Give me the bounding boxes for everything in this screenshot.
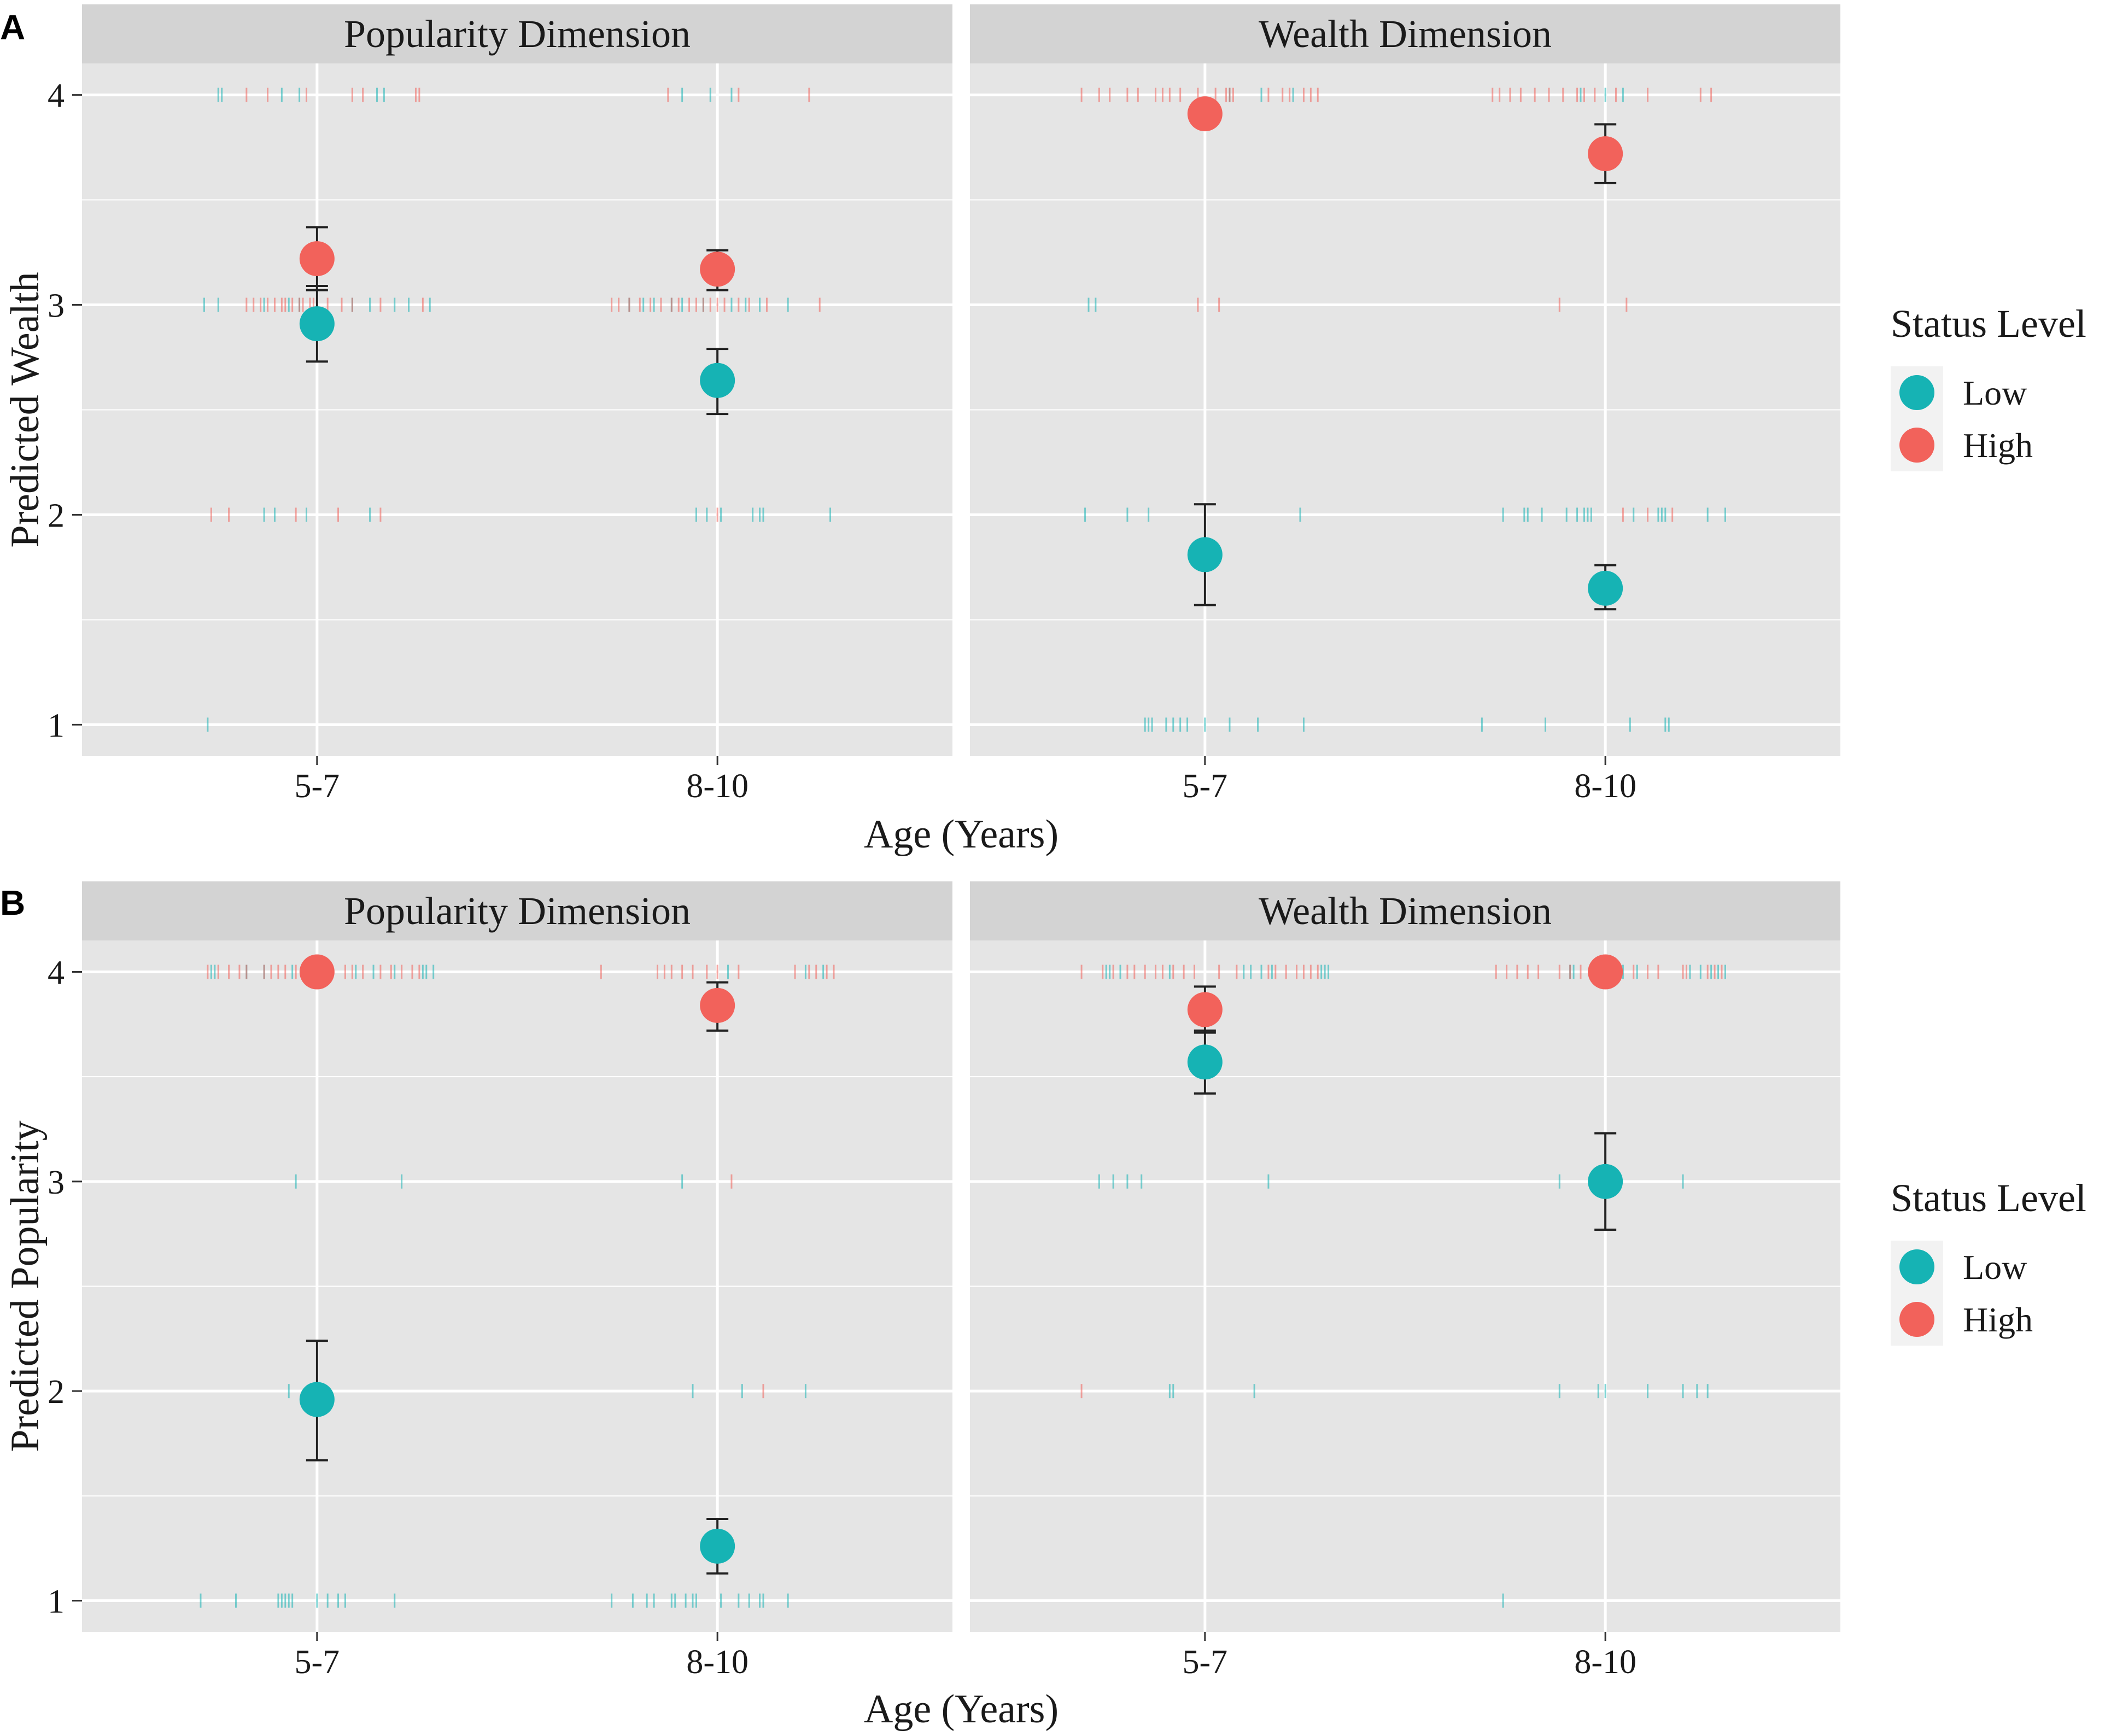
data-point-high — [700, 987, 735, 1023]
x-tick-label: 8-10 — [1574, 1644, 1636, 1681]
data-point-high — [1588, 136, 1623, 172]
chart-b-y-tick-label: 2 — [48, 1373, 65, 1411]
chart-b-facet-popularity: Popularity Dimension 5-7 8-10 — [82, 881, 952, 1681]
x-tick-label: 8-10 — [686, 768, 749, 805]
data-point-low — [1187, 537, 1223, 572]
chart-b-x-axis-title: Age (Years) — [864, 1687, 1059, 1732]
data-point-low — [700, 1528, 735, 1564]
chart-a-facet-popularity: Popularity Dimension 5-7 8-10 — [82, 4, 952, 805]
legend-title: Status Level — [1891, 1176, 2086, 1220]
chart-a-facet-wealth: Wealth Dimension 5-7 8-10 — [970, 4, 1840, 805]
legend-label-high: High — [1963, 1300, 2033, 1339]
chart-b-y-axis-title: Predicted Popularity — [3, 1120, 48, 1452]
chart-b-y-tick-label: 4 — [48, 955, 65, 992]
legend-label-low: Low — [1963, 373, 2027, 412]
legend-label-high: High — [1963, 426, 2033, 465]
chart-a-y-axis-title: Predicted Wealth — [3, 272, 48, 547]
data-point-low — [1588, 570, 1623, 606]
data-point-low — [1588, 1164, 1623, 1199]
chart-a-facet-wealth-strip — [970, 4, 1840, 63]
chart-a-y-tick-label: 4 — [48, 78, 65, 115]
chart-a-x-axis-title: Age (Years) — [864, 812, 1059, 857]
data-point-high — [1187, 992, 1223, 1027]
chart-a-panel-letter: A — [0, 8, 25, 47]
data-point-low — [700, 363, 735, 398]
data-point-low — [299, 306, 335, 342]
data-point-high — [700, 252, 735, 287]
chart-b: B Predicted Popularity 1 2 3 4 Age (Years) Popu… — [0, 881, 2086, 1732]
chart-a-legend: Status Level Low High — [1891, 302, 2086, 471]
legend-label-low: Low — [1963, 1248, 2027, 1287]
chart-a-y-tick-label: 2 — [48, 497, 65, 534]
data-point-high — [299, 241, 335, 277]
data-point-high — [1187, 96, 1223, 132]
x-tick-label: 8-10 — [1574, 768, 1636, 805]
x-tick-label: 8-10 — [686, 1644, 749, 1681]
chart-a-facet-popularity-title: Popularity Dimension — [344, 12, 691, 56]
legend-title: Status Level — [1891, 302, 2086, 346]
legend-swatch-low — [1899, 1249, 1934, 1284]
legend-swatch-low — [1899, 375, 1934, 410]
chart-b-y-tick-label: 3 — [48, 1164, 65, 1201]
chart-b-facet-wealth: Wealth Dimension 5-7 8-10 — [970, 881, 1840, 1681]
chart-a-y-tick-label: 3 — [48, 288, 65, 325]
x-tick-label: 5-7 — [295, 768, 340, 805]
chart-b-legend: Status Level Low High — [1891, 1176, 2086, 1346]
data-point-high — [1588, 954, 1623, 990]
legend-swatch-high — [1899, 428, 1934, 463]
chart-a: A Predicted Wealth 1 2 3 4 Age (Years) Populari… — [0, 4, 2086, 857]
chart-a-facet-popularity-strip — [82, 4, 952, 63]
chart-b-facet-wealth-title: Wealth Dimension — [1259, 889, 1552, 933]
x-tick-label: 5-7 — [1183, 1644, 1228, 1681]
x-tick-label: 5-7 — [295, 1644, 340, 1681]
data-point-low — [299, 1382, 335, 1417]
chart-b-panel-letter: B — [0, 883, 25, 922]
legend-swatch-high — [1899, 1302, 1934, 1337]
data-point-low — [1187, 1044, 1223, 1080]
chart-a-y-tick-label: 1 — [48, 707, 65, 744]
chart-b-y-tick-label: 1 — [48, 1583, 65, 1621]
chart-b-facet-popularity-title: Popularity Dimension — [344, 889, 691, 933]
data-point-high — [299, 954, 335, 990]
chart-b-facet-popularity-strip — [82, 881, 952, 940]
x-tick-label: 5-7 — [1183, 768, 1228, 805]
chart-a-facet-wealth-title: Wealth Dimension — [1259, 12, 1552, 56]
chart-b-facet-wealth-strip — [970, 881, 1840, 940]
